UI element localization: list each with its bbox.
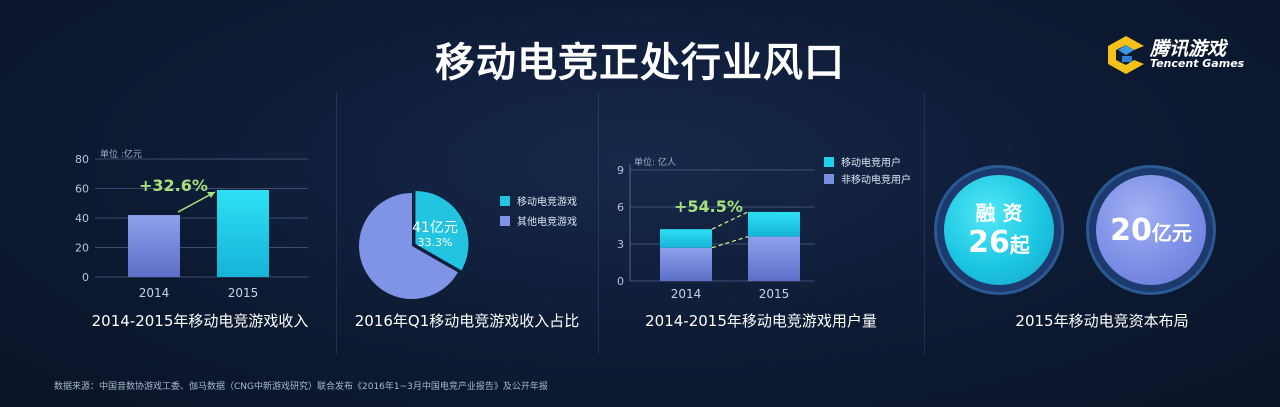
users-y-tick: 9 [617,164,624,177]
share-slice-pct-label: 33.3% [418,236,453,249]
financing-amount-number: 20 [1110,213,1152,248]
tencent-games-emblem-icon [1108,36,1144,74]
share-slice-value-label: 41亿元 [412,220,458,236]
users-bar-2014-mobile [660,229,712,248]
financing-amount-bubble: 20亿元 [1089,168,1213,292]
financing-count: 26起 [944,225,1054,260]
revenue-chart-caption: 2014-2015年移动电竞游戏收入 [91,312,309,330]
share-pie-slice-other [359,193,458,300]
share-pie-slice-mobile [415,190,469,271]
revenue-x-tick: 2014 [139,286,170,300]
users-y-tick: 6 [617,201,624,214]
revenue-y-tick: 40 [75,212,89,225]
users-x-tick: 2015 [759,287,790,301]
divider-3 [924,92,925,354]
share-legend-label: 移动电竞游戏 [517,195,577,208]
users-x-tick: 2014 [671,287,702,301]
page-title: 移动电竞正处行业风口 [435,40,845,86]
share-legend-swatch [500,196,510,206]
users-bar-2014-non-mobile [660,247,712,281]
revenue-y-tick: 20 [75,242,89,255]
users-y-tick: 3 [617,238,624,251]
revenue-growth-arrow [177,191,216,213]
users-connector-lower [711,236,749,249]
users-unit-label: 单位: 亿人 [634,156,676,168]
revenue-bar-2014 [128,215,180,277]
share-chart-caption: 2016年Q1移动电竞游戏收入占比 [354,312,580,330]
financing-amount-unit: 亿元 [1151,221,1192,245]
financing-amount: 20亿元 [1096,213,1206,248]
revenue-y-tick: 60 [75,183,89,196]
users-legend-swatch [824,157,834,167]
revenue-x-tick: 2015 [228,286,259,300]
revenue-y-tick: 0 [82,271,89,284]
revenue-bar-2015 [217,189,269,277]
revenue-growth-label: +32.6% [139,176,208,195]
divider-2 [598,92,599,354]
users-y-tick: 0 [617,275,624,288]
divider-1 [336,92,337,354]
financing-count-unit: 起 [1009,233,1030,257]
financing-count-number: 26 [968,225,1010,260]
logo-text-cn: 腾讯游戏 [1150,38,1227,60]
revenue-unit-label: 单位 :亿元 [100,148,142,160]
users-chart-caption: 2014-2015年移动电竞游戏用户量 [645,312,877,330]
revenue-growth-arrowhead [207,191,215,198]
logo-text-en: Tencent Games [1150,57,1245,70]
financing-count-bubble: 融 资 26起 [937,168,1061,292]
capital-caption: 2015年移动电竞资本布局 [1015,312,1189,330]
users-legend-label: 移动电竞用户 [841,156,901,169]
users-legend-label: 非移动电竞用户 [841,173,911,186]
data-source-footnote: 数据来源：中国音数协游戏工委、伽马数据（CNG中新游戏研究）联合发布《2016年… [54,382,548,392]
users-bar-2015-non-mobile [748,236,800,281]
share-legend-swatch [500,216,510,226]
users-connector-upper [711,211,749,230]
users-bar-2015-mobile [748,211,800,237]
financing-label: 融 资 [975,201,1023,225]
tencent-games-logo: 腾讯游戏 Tencent Games [1104,32,1254,76]
users-growth-label: +54.5% [674,197,743,216]
share-legend-label: 其他电竞游戏 [517,215,577,228]
revenue-y-tick: 80 [75,153,89,166]
users-legend-swatch [824,174,834,184]
